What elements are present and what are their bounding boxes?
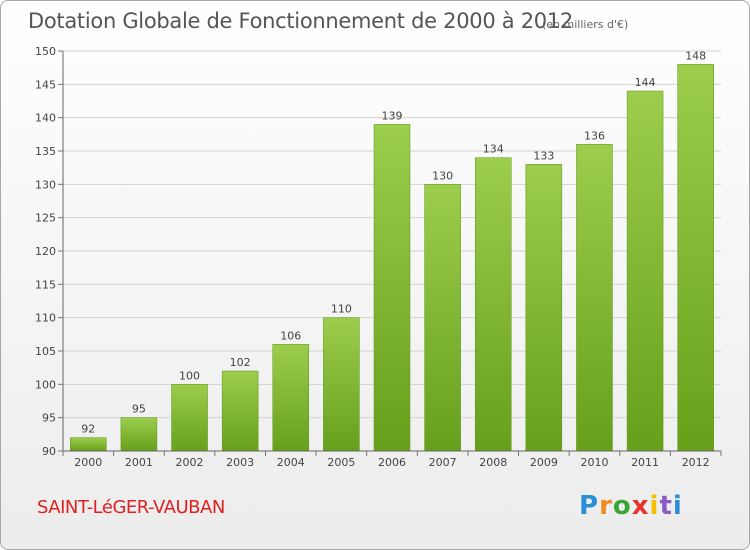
- logo-letter: o: [612, 491, 632, 521]
- bars: 92 95 100 102 106 110 139 130 134 133 136 144 148: [70, 49, 714, 452]
- logo-letter: i: [672, 491, 683, 521]
- data-label: 148: [685, 49, 706, 62]
- y-tick-label: 120: [35, 245, 56, 258]
- y-tick-label: 100: [35, 378, 56, 391]
- bar: [677, 64, 714, 452]
- y-tick-label: 145: [35, 78, 56, 91]
- data-label: 136: [584, 129, 605, 142]
- chart-title: Dotation Globale de Fonctionnement de 20…: [28, 9, 573, 33]
- bar: [576, 144, 613, 452]
- data-label: 102: [230, 356, 251, 369]
- x-tick-label: 2011: [631, 456, 659, 469]
- x-tick-label: 2009: [530, 456, 558, 469]
- axes: 90 95 100 105 110 115 120 125 130 135 140 145 150 200…: [35, 45, 722, 469]
- data-label: 100: [179, 369, 200, 382]
- proxiti-logo: Proxiti: [579, 491, 683, 521]
- y-tick-label: 90: [42, 445, 56, 458]
- bar: [323, 317, 360, 452]
- bar: [525, 164, 563, 452]
- x-tick-label: 2006: [378, 456, 406, 469]
- bar: [474, 157, 512, 452]
- y-tick-label: 115: [35, 278, 56, 291]
- bar: [424, 184, 461, 452]
- x-tick-label: 2007: [429, 456, 457, 469]
- logo-letter: x: [631, 491, 650, 521]
- data-label: 95: [132, 403, 146, 416]
- x-tick-label: 2010: [580, 456, 608, 469]
- x-tick-label: 2002: [176, 456, 204, 469]
- x-tick-label: 2003: [226, 456, 254, 469]
- data-label: 110: [331, 303, 352, 316]
- data-label: 144: [635, 76, 656, 89]
- data-label: 133: [533, 149, 554, 162]
- logo-letter: r: [599, 491, 613, 521]
- y-tick-label: 105: [35, 345, 56, 358]
- bar: [373, 124, 411, 452]
- bar: [171, 384, 208, 452]
- logo-letter: t: [659, 491, 673, 521]
- y-tick-label: 130: [35, 178, 56, 191]
- logo-letter: P: [579, 491, 600, 521]
- x-tick-label: 2005: [327, 456, 355, 469]
- y-tick-label: 150: [35, 45, 56, 58]
- bar: [120, 417, 158, 452]
- data-label: 92: [81, 423, 95, 436]
- x-tick-label: 2008: [479, 456, 507, 469]
- y-tick-label: 110: [35, 312, 56, 325]
- y-tick-label: 135: [35, 145, 56, 158]
- data-label: 106: [280, 329, 301, 342]
- logo-letter: i: [649, 491, 660, 521]
- x-tick-label: 2001: [125, 456, 153, 469]
- bar: [221, 370, 259, 452]
- y-tick-label: 95: [42, 412, 56, 425]
- data-label: 134: [483, 143, 504, 156]
- chart-subtitle: (en milliers d'€): [542, 18, 629, 31]
- data-label: 139: [382, 109, 403, 122]
- bar: [70, 437, 107, 452]
- commune-name: SAINT-LéGER-VAUBAN: [37, 497, 225, 518]
- data-label: 130: [432, 169, 453, 182]
- x-tick-label: 2000: [74, 456, 102, 469]
- y-tick-label: 140: [35, 112, 56, 125]
- x-tick-label: 2004: [277, 456, 305, 469]
- bar: [626, 90, 664, 452]
- bar: [272, 344, 310, 452]
- x-tick-label: 2012: [682, 456, 710, 469]
- y-tick-label: 125: [35, 212, 56, 225]
